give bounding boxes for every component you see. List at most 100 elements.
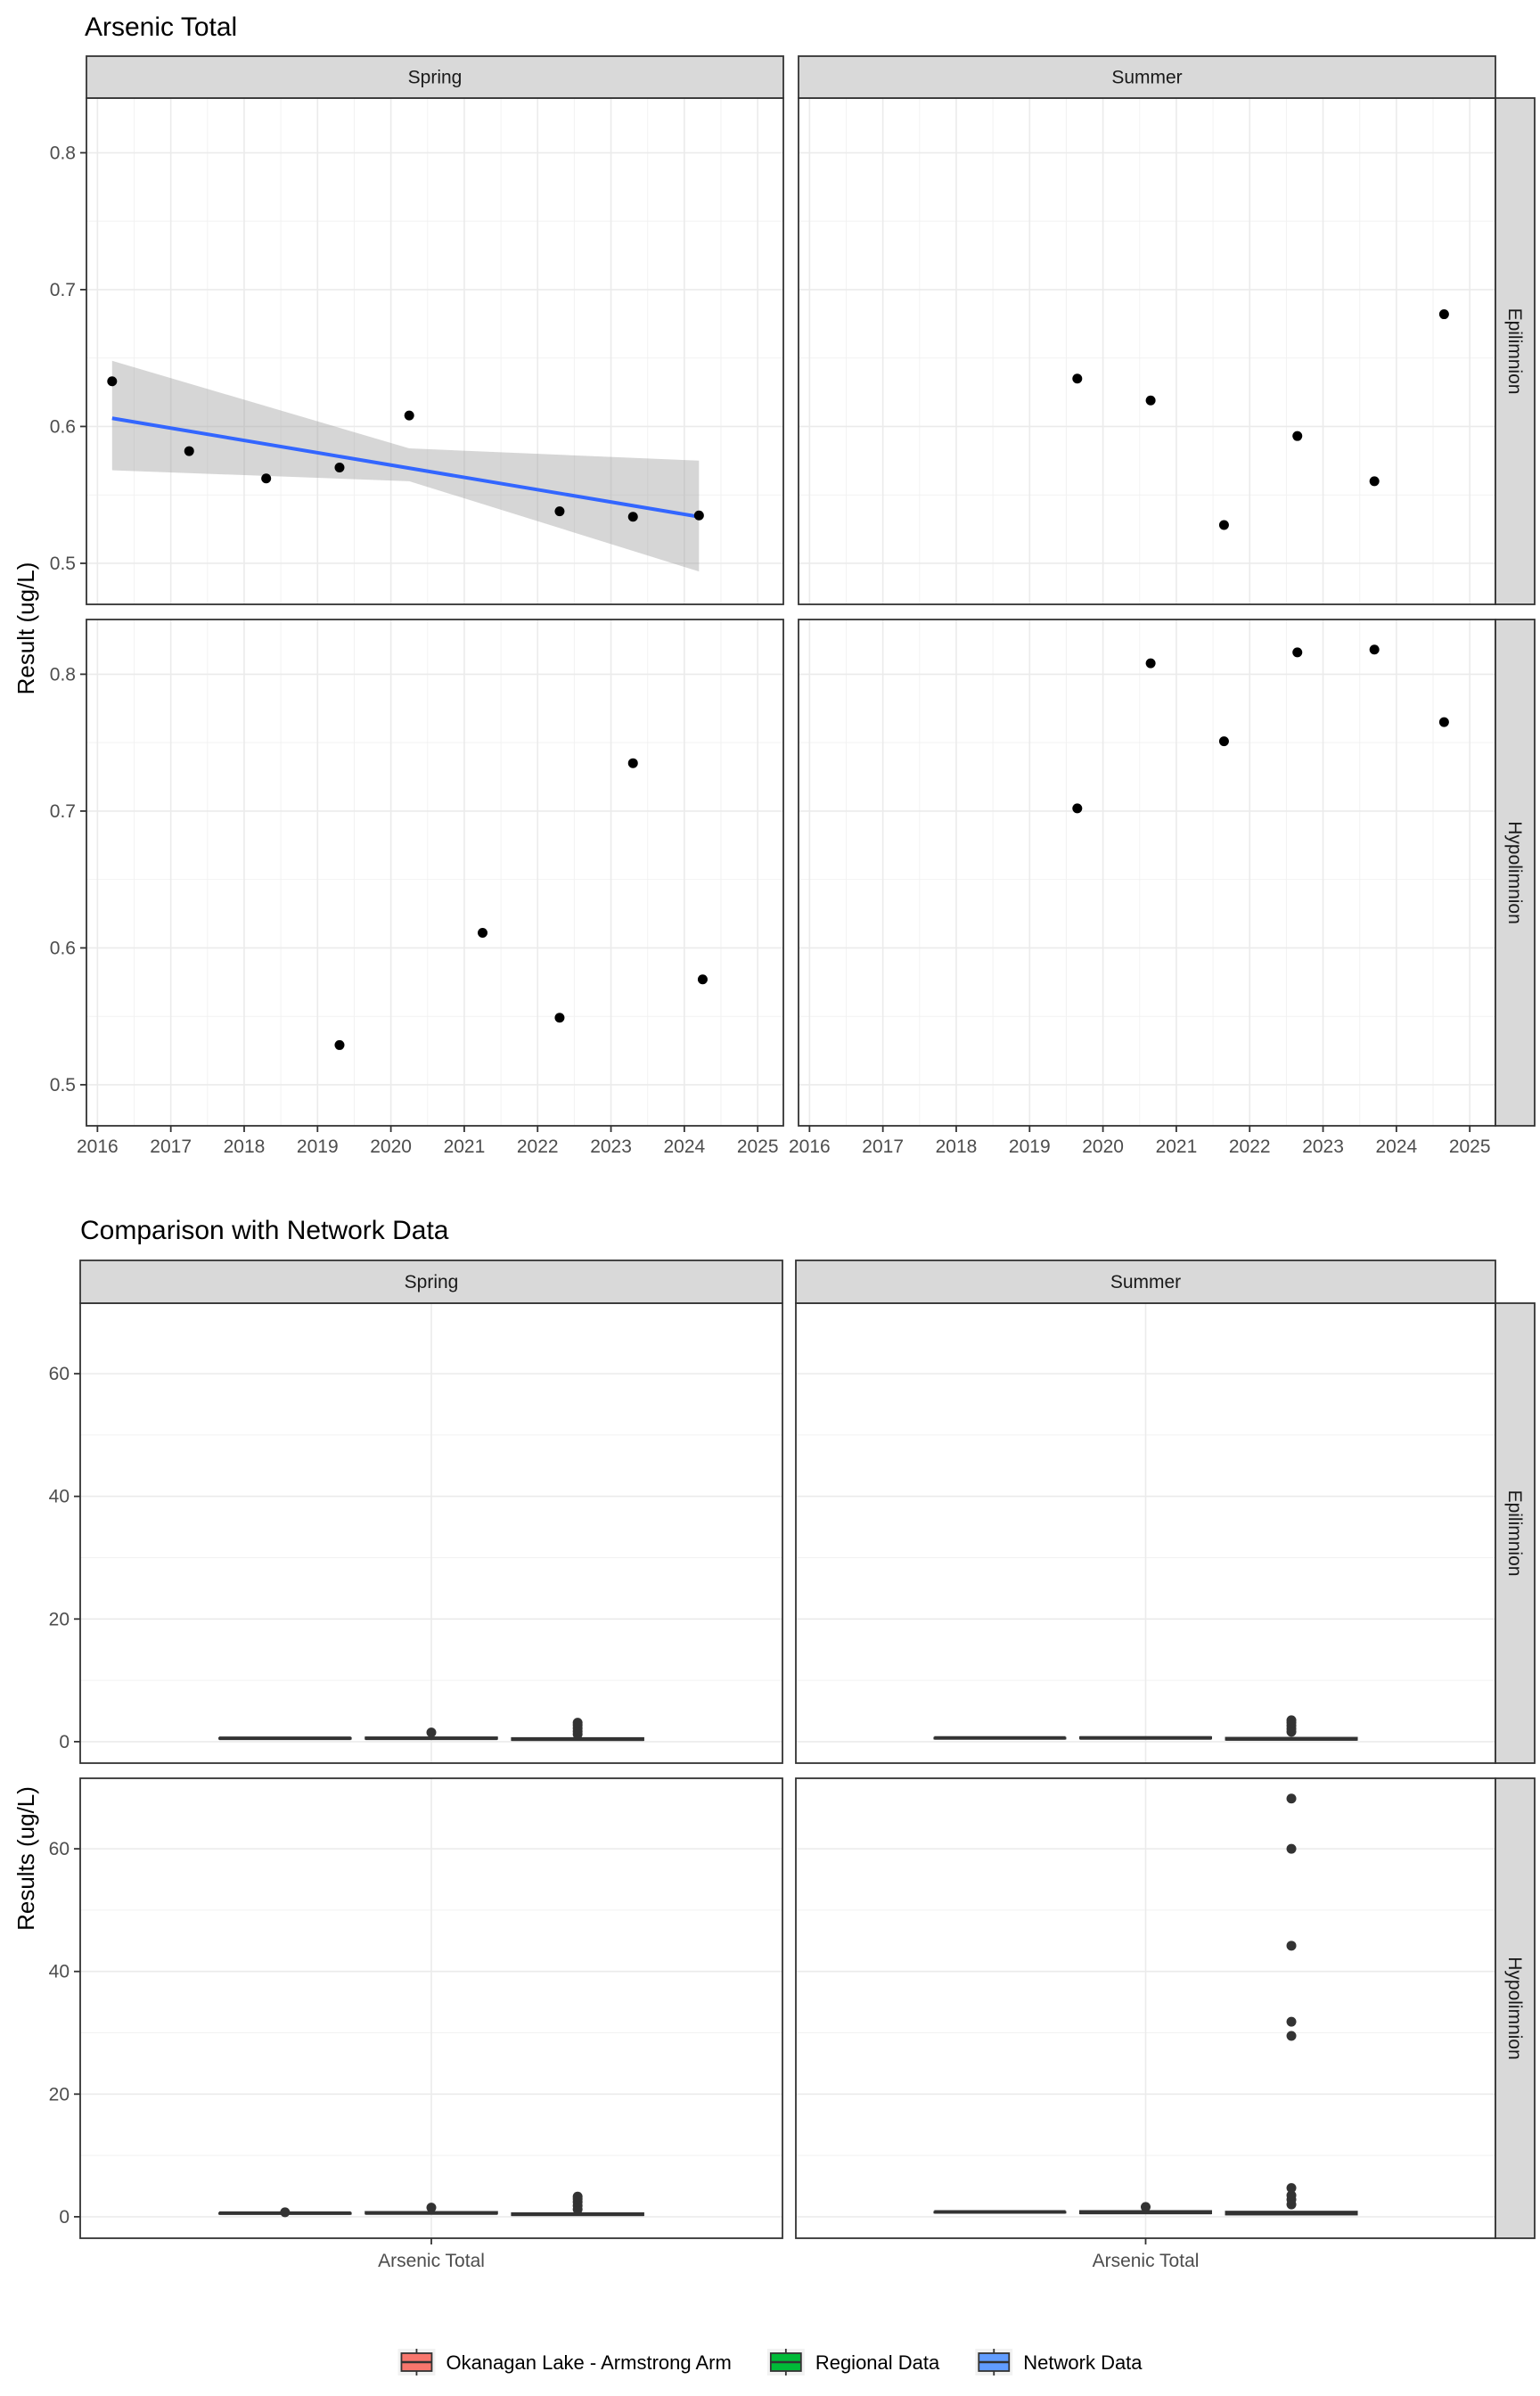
outlier-point — [572, 1718, 583, 1728]
box-okanagan-lake-armstrong-arm — [933, 2210, 1067, 2214]
data-point — [184, 446, 194, 456]
data-point — [1369, 476, 1380, 487]
outlier-point — [1286, 1941, 1297, 1951]
data-point — [1145, 395, 1156, 406]
data-point — [1072, 803, 1083, 814]
y-tick-label: 0 — [59, 2207, 70, 2228]
y-tick-label: 60 — [49, 1839, 70, 1859]
data-point — [1292, 431, 1303, 441]
x-tick-label: 2023 — [590, 1136, 632, 1157]
data-point — [1072, 373, 1083, 384]
facet-strip-spring — [79, 1260, 783, 1304]
y-tick-label: 0.5 — [50, 554, 76, 574]
y-tick-label: 20 — [49, 2084, 70, 2105]
data-point — [697, 974, 708, 985]
legend-item: Okanagan Lake - Armstrong Arm — [397, 2349, 732, 2375]
box-regional-data — [365, 1727, 498, 1741]
x-tick-label: 2024 — [664, 1136, 706, 1157]
panel-background — [799, 98, 1495, 604]
outlier-point — [1286, 1843, 1297, 1854]
box-okanagan-lake-armstrong-arm — [218, 2207, 352, 2218]
data-point — [1369, 644, 1380, 655]
box-panel-summer-epilimnion — [795, 1302, 1496, 1764]
facet-strip-hypolimnion — [1495, 1777, 1536, 2239]
outlier-point — [280, 2207, 291, 2218]
y-tick-label: 60 — [49, 1364, 70, 1384]
x-tick-label: 2022 — [517, 1136, 559, 1157]
x-tick-label: 2017 — [150, 1136, 192, 1157]
x-tick-label: 2019 — [297, 1136, 339, 1157]
y-tick-label: 0.8 — [50, 143, 76, 163]
box-network-data — [1225, 1793, 1358, 2216]
y-tick-label: 20 — [49, 1609, 70, 1629]
facet-label-hypolimnion: Hypolimnion — [1504, 1957, 1525, 2060]
box-panel-spring-epilimnion — [79, 1302, 783, 1764]
facet-strip-summer — [795, 1260, 1496, 1304]
trend-panel-summer-hypolimnion — [798, 619, 1496, 1127]
box-regional-data — [1079, 1735, 1212, 1740]
data-point — [554, 1013, 565, 1023]
legend-item: Network Data — [975, 2349, 1143, 2375]
legend: Okanagan Lake - Armstrong Arm Regional Da… — [397, 2349, 1143, 2375]
panel-background — [799, 620, 1495, 1126]
y-tick-label: 0.8 — [50, 664, 76, 685]
x-tick-label: 2020 — [1082, 1136, 1124, 1157]
trend-panel-spring-hypolimnion — [86, 619, 784, 1127]
facet-label-summer: Summer — [1111, 68, 1182, 88]
outlier-point — [1286, 1793, 1297, 1804]
y-tick-label: 40 — [49, 1962, 70, 1982]
comparison-chart-y-axis-title: Results (ug/L) — [12, 1786, 39, 1931]
legend-key — [766, 2349, 805, 2375]
y-tick-label: 0.7 — [50, 280, 76, 300]
x-tick-label: 2025 — [737, 1136, 779, 1157]
x-category-label: Arsenic Total — [378, 2251, 485, 2271]
panel-background — [86, 620, 783, 1126]
trend-chart: Arsenic Total Result (ug/L) Spring Summer… — [12, 12, 1536, 1157]
trend-chart-title: Arsenic Total — [85, 12, 237, 42]
data-point — [478, 928, 488, 939]
y-tick-label: 0.5 — [50, 1075, 76, 1095]
x-tick-label: 2016 — [77, 1136, 119, 1157]
y-tick-label: 0.6 — [50, 938, 76, 958]
comparison-chart-strips: Spring Summer Epilimnion Hypolimnion — [79, 1260, 1536, 2239]
outlier-point — [1286, 2183, 1297, 2194]
outlier-point — [1286, 1715, 1297, 1726]
facet-strip-epilimnion — [1495, 97, 1536, 605]
legend-key — [397, 2349, 436, 2375]
x-tick-label: 2024 — [1376, 1136, 1418, 1157]
legend-label: Network Data — [1023, 2351, 1143, 2374]
data-point — [1292, 647, 1303, 658]
comparison-chart-axes: 0 20 40 60 0 20 40 60 Arsenic Total Arsenic Total — [49, 1364, 1200, 2271]
panel-border — [86, 619, 784, 1127]
outlier-point — [1141, 2202, 1151, 2212]
data-point — [261, 473, 272, 484]
facet-label-epilimnion: Epilimnion — [1504, 308, 1525, 395]
x-category-label: Arsenic Total — [1093, 2251, 1200, 2271]
legend-key — [975, 2349, 1013, 2375]
facet-strip-summer — [798, 55, 1496, 99]
data-point — [1438, 309, 1449, 320]
box-panel-summer-hypolimnion — [795, 1777, 1496, 2239]
x-tick-label: 2021 — [1156, 1136, 1198, 1157]
x-tick-label: 2017 — [862, 1136, 904, 1157]
comparison-chart: Comparison with Network Data Results (ug… — [12, 1216, 1536, 2375]
outlier-point — [572, 2191, 583, 2202]
facet-strip-spring — [86, 55, 784, 99]
data-point — [1145, 658, 1156, 669]
trend-chart-panels — [86, 97, 1496, 1127]
data-point — [693, 510, 704, 521]
legend-label: Okanagan Lake - Armstrong Arm — [446, 2351, 731, 2374]
facet-label-spring: Spring — [405, 1272, 459, 1292]
facet-label-spring: Spring — [408, 68, 463, 88]
trend-panel-spring-epilimnion — [86, 97, 784, 605]
data-point — [627, 758, 638, 768]
data-point — [404, 410, 414, 421]
x-tick-label: 2022 — [1229, 1136, 1271, 1157]
y-tick-label: 0 — [59, 1732, 70, 1752]
facet-label-epilimnion: Epilimnion — [1504, 1490, 1525, 1577]
x-tick-label: 2019 — [1009, 1136, 1051, 1157]
outlier-point — [1286, 2190, 1297, 2201]
x-tick-label: 2020 — [370, 1136, 412, 1157]
data-point — [627, 512, 638, 522]
